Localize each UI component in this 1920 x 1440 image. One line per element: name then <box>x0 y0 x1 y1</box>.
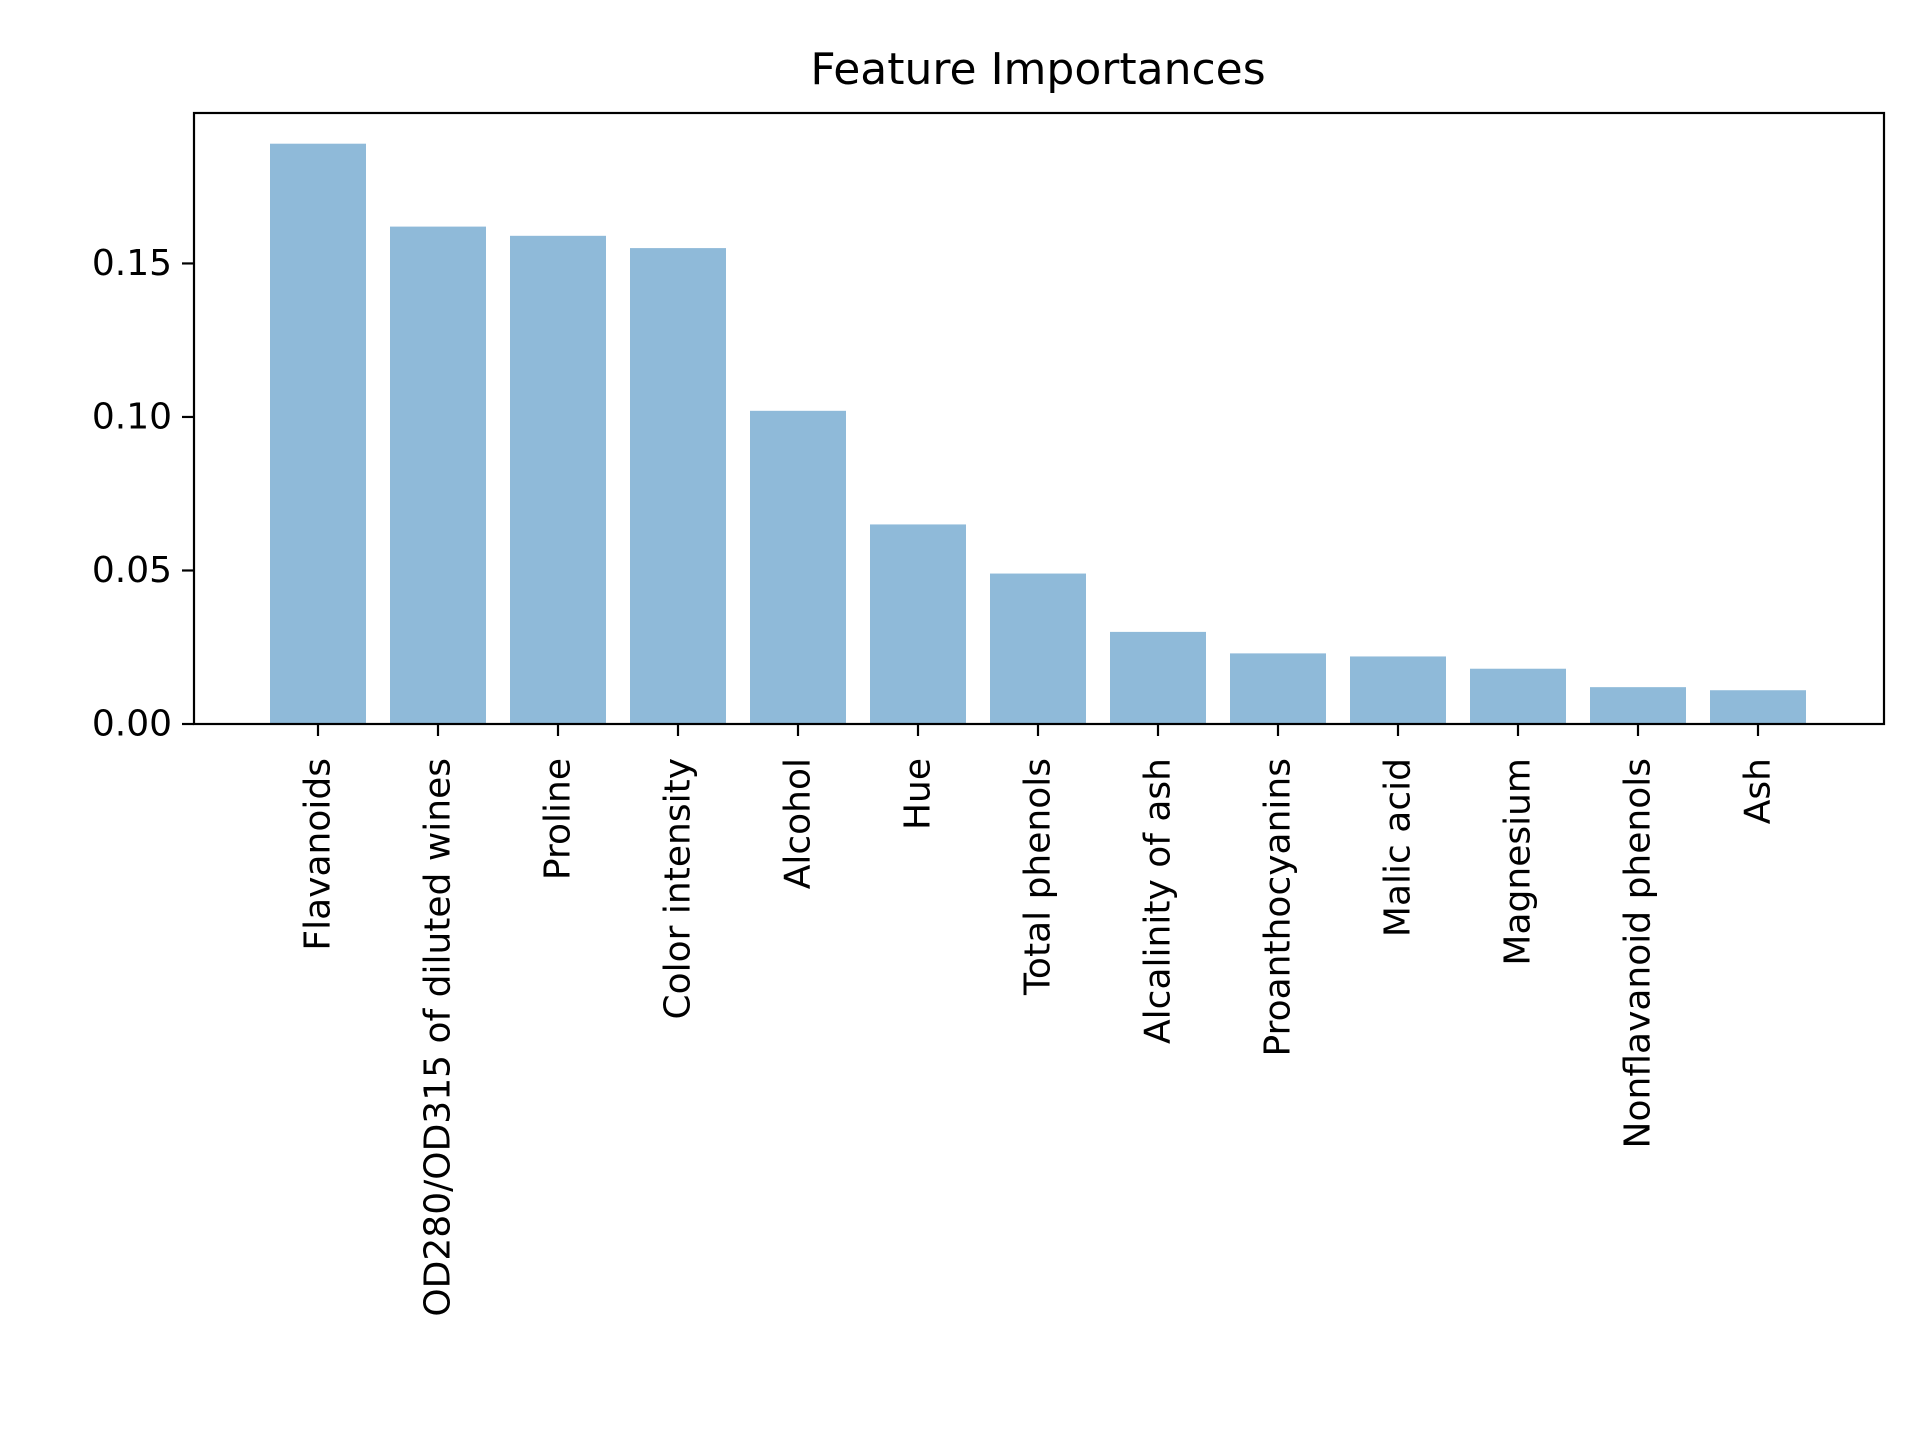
x-tick-label: Ash <box>1738 758 1779 824</box>
x-tick-label: Color intensity <box>658 758 699 1020</box>
x-tick-label: Total phenols <box>1018 758 1059 996</box>
x-tick-label: Proanthocyanins <box>1258 758 1299 1057</box>
bar-proanthocyanins <box>1230 653 1326 724</box>
y-tick-label: 0.15 <box>92 243 172 284</box>
y-tick-label: 0.10 <box>92 396 172 437</box>
x-tick-label: OD280/OD315 of diluted wines <box>418 758 459 1317</box>
y-tick-label: 0.05 <box>92 550 172 591</box>
bar-proline <box>510 235 606 724</box>
bar-alcalinity-of-ash <box>1110 631 1206 724</box>
bar-flavanoids <box>270 143 366 724</box>
x-tick-label: Magnesium <box>1498 758 1539 966</box>
x-axis: Flavanoids OD280/OD315 of diluted wines Pr… <box>298 724 1779 1317</box>
chart-title: Feature Importances <box>810 44 1265 95</box>
bar-od280-od315-of-diluted-wines <box>390 226 486 724</box>
bar-hue <box>870 524 966 724</box>
bar-nonflavanoid-phenols <box>1590 687 1686 724</box>
x-tick-label: Proline <box>538 758 579 880</box>
bar-color-intensity <box>630 248 726 724</box>
bar-malic-acid <box>1350 656 1446 724</box>
x-tick-label: Hue <box>898 758 939 830</box>
bar-total-phenols <box>990 573 1086 724</box>
bar-alcohol <box>750 410 846 724</box>
x-tick-label: Malic acid <box>1378 758 1419 937</box>
y-axis: 0.00 0.05 0.10 0.15 <box>92 243 194 745</box>
bar-magnesium <box>1470 668 1566 724</box>
y-tick-label: 0.00 <box>92 704 172 745</box>
x-tick-label: Flavanoids <box>298 758 339 951</box>
bars-layer <box>270 143 1806 724</box>
x-tick-label: Alcalinity of ash <box>1138 758 1179 1044</box>
bar-ash <box>1710 690 1806 724</box>
x-tick-label: Alcohol <box>778 758 819 889</box>
x-tick-label: Nonflavanoid phenols <box>1618 758 1659 1148</box>
